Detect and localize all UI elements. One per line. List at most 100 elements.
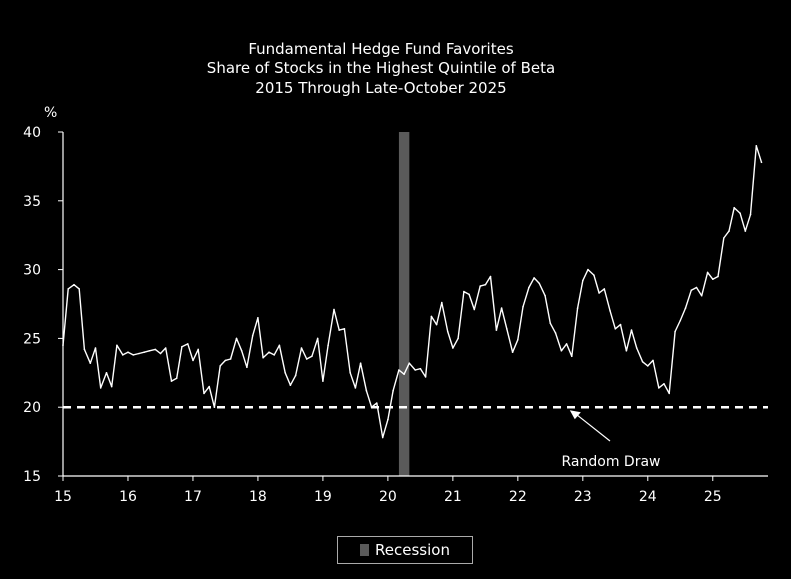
data-point bbox=[224, 359, 227, 362]
y-tick-label: 35 bbox=[23, 194, 41, 210]
data-point bbox=[257, 317, 259, 319]
y-tick-label: 15 bbox=[23, 469, 41, 485]
data-point bbox=[316, 337, 319, 340]
chart-title: Fundamental Hedge Fund Favorites Share o… bbox=[207, 40, 555, 97]
data-point bbox=[717, 275, 719, 278]
data-point bbox=[511, 351, 514, 354]
data-point bbox=[473, 308, 476, 311]
data-point bbox=[571, 355, 573, 358]
data-point bbox=[723, 237, 725, 239]
data-point bbox=[609, 310, 611, 312]
data-point bbox=[262, 356, 264, 359]
data-point bbox=[187, 343, 189, 345]
data-point bbox=[419, 367, 422, 370]
data-point bbox=[354, 387, 357, 389]
data-point bbox=[122, 354, 124, 356]
data-point bbox=[89, 362, 92, 365]
data-point bbox=[706, 271, 709, 274]
data-point bbox=[414, 369, 417, 371]
data-point bbox=[424, 376, 427, 378]
data-point bbox=[67, 288, 69, 290]
data-point bbox=[105, 372, 108, 374]
data-point bbox=[700, 294, 703, 297]
data-point bbox=[73, 283, 75, 286]
data-point bbox=[246, 366, 248, 369]
recession-bar bbox=[398, 132, 410, 476]
data-point bbox=[625, 350, 628, 352]
data-point bbox=[452, 347, 454, 349]
data-point bbox=[647, 365, 649, 367]
data-point bbox=[132, 354, 134, 356]
data-point bbox=[430, 315, 433, 318]
data-point bbox=[289, 384, 292, 387]
data-point bbox=[489, 275, 492, 278]
data-point bbox=[164, 347, 167, 349]
data-point bbox=[663, 383, 665, 385]
data-point bbox=[690, 289, 693, 292]
data-point bbox=[197, 348, 199, 351]
data-point bbox=[213, 406, 216, 409]
data-point bbox=[538, 282, 541, 285]
data-point bbox=[463, 290, 465, 293]
data-point bbox=[392, 389, 394, 392]
data-point bbox=[484, 283, 487, 286]
y-tick-label: 20 bbox=[23, 400, 41, 416]
data-point bbox=[733, 206, 735, 209]
data-point bbox=[479, 285, 482, 287]
data-point bbox=[468, 293, 470, 296]
title-line-3: 2015 Through Late-October 2025 bbox=[255, 79, 506, 97]
x-tick-label: 25 bbox=[704, 489, 722, 505]
data-point bbox=[582, 279, 584, 282]
data-point bbox=[668, 392, 670, 395]
data-point bbox=[327, 344, 329, 347]
data-point bbox=[500, 307, 503, 309]
recession-swatch-icon bbox=[360, 544, 370, 556]
data-point bbox=[333, 308, 335, 311]
data-point bbox=[159, 352, 162, 355]
data-point bbox=[619, 323, 622, 326]
x-tick-label: 18 bbox=[249, 489, 267, 505]
data-point bbox=[343, 328, 346, 330]
data-point bbox=[446, 330, 449, 333]
data-point bbox=[576, 307, 579, 309]
data-point bbox=[322, 380, 324, 382]
data-point bbox=[381, 436, 384, 439]
x-tick-label: 22 bbox=[509, 489, 527, 505]
data-point bbox=[278, 344, 281, 347]
data-point bbox=[712, 278, 714, 281]
x-tick-label: 15 bbox=[54, 489, 72, 505]
data-point bbox=[365, 389, 368, 392]
data-point bbox=[110, 385, 113, 388]
data-point bbox=[695, 286, 698, 289]
data-point bbox=[635, 347, 638, 349]
data-point bbox=[181, 345, 183, 348]
data-point bbox=[83, 348, 86, 351]
data-point bbox=[593, 274, 595, 276]
data-point bbox=[641, 361, 644, 363]
data-point bbox=[370, 406, 373, 409]
data-point bbox=[495, 329, 498, 331]
data-point bbox=[755, 145, 758, 147]
random-draw-arrowhead bbox=[569, 410, 581, 420]
data-point bbox=[522, 306, 524, 308]
data-point bbox=[408, 362, 411, 365]
random-draw-label: Random Draw bbox=[562, 454, 661, 470]
data-point bbox=[554, 332, 557, 334]
y-tick-label: 40 bbox=[23, 125, 41, 141]
title-line-2: Share of Stocks in the Highest Quintile … bbox=[207, 59, 555, 77]
data-point bbox=[300, 347, 303, 349]
data-point bbox=[349, 372, 352, 374]
data-point bbox=[235, 337, 238, 340]
data-point bbox=[338, 329, 341, 331]
data-point bbox=[517, 339, 519, 341]
data-point bbox=[544, 294, 546, 297]
plot-area: 15 20 25 30 35 40 15 16 17 18 19 20 21 22 23 24 25 bbox=[23, 125, 768, 505]
data-point bbox=[268, 351, 270, 354]
data-point bbox=[170, 380, 173, 382]
y-unit-label: % bbox=[44, 105, 57, 121]
data-point bbox=[376, 402, 378, 404]
y-tick-label: 25 bbox=[23, 331, 41, 347]
data-point bbox=[684, 307, 687, 309]
data-point bbox=[749, 213, 752, 216]
